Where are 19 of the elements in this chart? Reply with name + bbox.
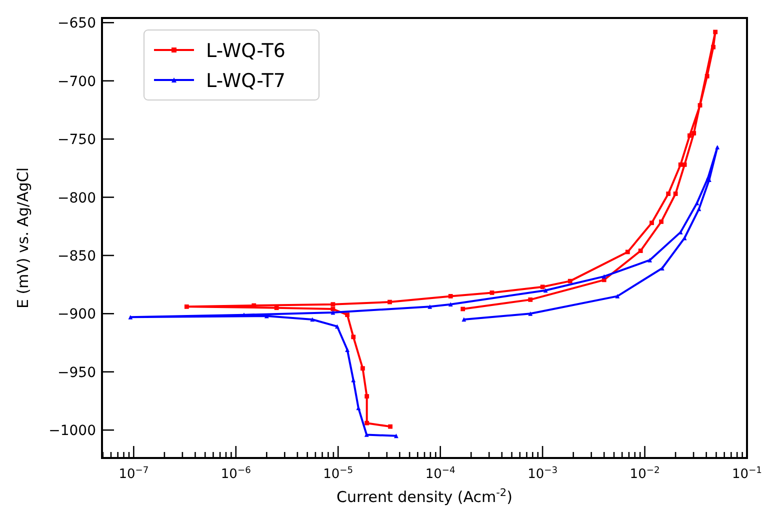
x-tick-label: 10$^{−7}$ [118,466,149,482]
y-tick-label: −750 [58,132,96,148]
x-tick-label: 10$^{−2}$ [630,466,660,482]
x-tick-label: 10$^{−1}$ [732,466,762,482]
y-tick-label: −1000 [48,423,96,440]
y-tick-label: −650 [58,16,96,32]
x-axis-title: Current density (Acm$^{-2}$) [336,487,512,506]
legend-label: L-WQ-T7 [206,70,286,92]
x-tick-label: 10$^{−3}$ [528,466,558,482]
legend-label: L-WQ-T6 [206,40,286,62]
y-tick-label: −800 [58,190,96,206]
y-tick-label: −700 [58,74,96,90]
y-axis-title: E (mV) vs. Ag/AgCl [14,167,32,309]
y-tick-label: −950 [58,364,96,381]
x-tick-label: 10$^{−5}$ [323,466,354,482]
x-tick-label: 10$^{−6}$ [220,466,252,482]
y-tick-label: −900 [58,306,96,323]
x-tick-label: 10$^{−4}$ [425,466,456,482]
y-tick-label: −850 [58,248,96,264]
